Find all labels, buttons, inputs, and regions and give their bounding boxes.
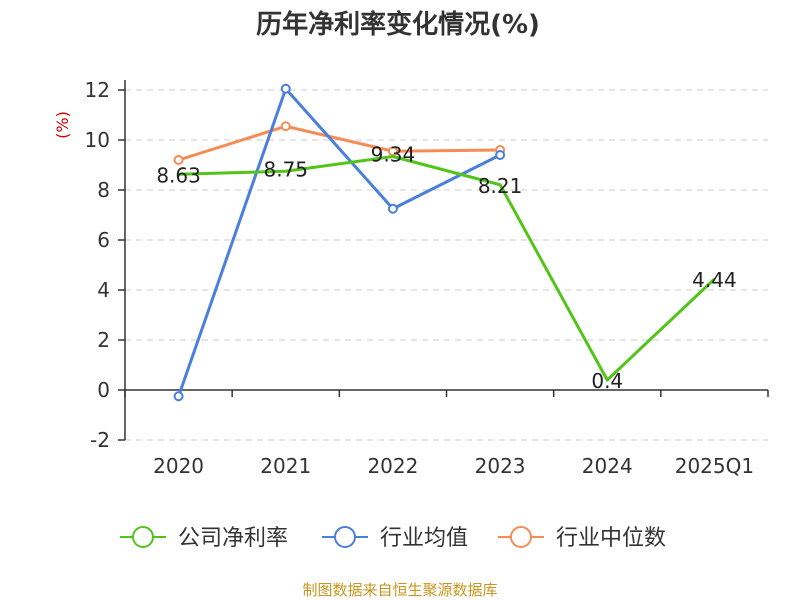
y-tick-label: 12 (85, 78, 110, 102)
data-point (495, 150, 506, 160)
legend-label: 行业均值 (380, 526, 468, 551)
legend-item: 行业均值 (322, 526, 468, 551)
data-point (173, 391, 184, 402)
legend-item: 行业中位数 (498, 526, 666, 551)
y-tick-label: -2 (90, 428, 110, 452)
y-tick-label: 6 (97, 228, 110, 252)
legend-label: 公司净利率 (178, 526, 288, 551)
x-tick-label: 2024 (582, 454, 633, 478)
series-line (178, 124, 501, 162)
y-tick-label: 0 (97, 378, 110, 402)
legend-marker (334, 526, 356, 548)
legend-marker (132, 526, 154, 548)
data-label: 8.75 (263, 157, 308, 181)
source-note: 制图数据来自恒生聚源数据库 (302, 581, 497, 599)
x-tick-label: 2025Q1 (675, 454, 754, 478)
legend-label: 行业中位数 (556, 526, 666, 551)
legend: 公司净利率 行业均值 行业中位数 (120, 526, 666, 551)
series-line (177, 87, 501, 397)
y-tick-label: 10 (85, 128, 110, 152)
data-label: 8.21 (478, 174, 523, 198)
data-label: 9.34 (371, 143, 416, 167)
data-point (387, 203, 398, 214)
data-labels: 8.63 8.75 9.34 8.21 0.4 4.44 (156, 143, 736, 394)
legend-item: 公司净利率 (120, 526, 288, 551)
legend-marker (510, 526, 532, 548)
series-group (173, 83, 716, 402)
chart-title: 历年净利率变化情况(%) (256, 9, 540, 40)
series-line (178, 155, 716, 382)
data-point (280, 83, 291, 94)
data-label: 4.44 (692, 268, 737, 292)
x-tick-label: 2021 (260, 454, 311, 478)
axes: -2 0 2 4 6 8 10 12 2020 2021 2022 2023 2024 2025Q1 (85, 78, 769, 478)
data-label: 8.63 (156, 163, 201, 187)
gridlines (125, 89, 768, 441)
y-tick-label: 8 (97, 178, 110, 202)
data-point (173, 155, 184, 165)
y-tick-label: 2 (97, 328, 110, 352)
x-tick-label: 2022 (367, 454, 418, 478)
data-point (280, 121, 291, 132)
x-tick-label: 2023 (475, 454, 526, 478)
y-tick-label: 4 (97, 278, 110, 302)
y-axis-label: (%) (53, 111, 72, 139)
data-label: 0.4 (591, 369, 623, 393)
x-tick-label: 2020 (153, 454, 204, 478)
